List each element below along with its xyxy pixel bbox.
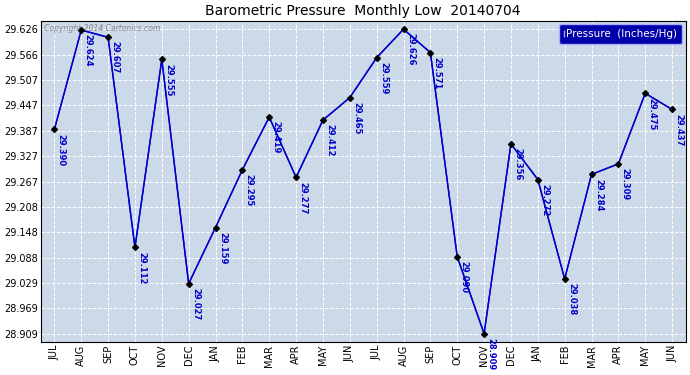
Text: 29.390: 29.390: [57, 134, 66, 166]
Text: 29.626: 29.626: [406, 33, 415, 66]
Text: 29.419: 29.419: [272, 121, 281, 154]
Text: 28.909: 28.909: [486, 338, 495, 370]
Text: 29.607: 29.607: [110, 42, 119, 74]
Text: 29.277: 29.277: [299, 182, 308, 214]
Text: 29.571: 29.571: [433, 57, 442, 89]
Text: 29.090: 29.090: [460, 261, 469, 293]
Text: 29.284: 29.284: [594, 178, 603, 211]
Text: 29.027: 29.027: [191, 288, 200, 320]
Text: 29.309: 29.309: [621, 168, 630, 200]
Text: 29.038: 29.038: [567, 283, 576, 315]
Text: 29.624: 29.624: [83, 34, 92, 67]
Text: 29.559: 29.559: [379, 62, 388, 94]
Text: Copyright 2014 Cartonics.com: Copyright 2014 Cartonics.com: [44, 24, 160, 33]
Text: 29.272: 29.272: [540, 184, 549, 216]
Text: 29.112: 29.112: [137, 252, 146, 284]
Text: 29.412: 29.412: [326, 124, 335, 157]
Text: 29.295: 29.295: [245, 174, 254, 206]
Text: 29.465: 29.465: [353, 102, 362, 134]
Legend: Pressure  (Inches/Hg): Pressure (Inches/Hg): [559, 24, 682, 44]
Text: 29.475: 29.475: [648, 98, 657, 130]
Text: 29.159: 29.159: [218, 232, 227, 264]
Title: Barometric Pressure  Monthly Low  20140704: Barometric Pressure Monthly Low 20140704: [206, 4, 521, 18]
Text: 29.356: 29.356: [513, 148, 522, 180]
Text: 29.437: 29.437: [675, 114, 684, 146]
Text: 29.555: 29.555: [164, 63, 173, 96]
